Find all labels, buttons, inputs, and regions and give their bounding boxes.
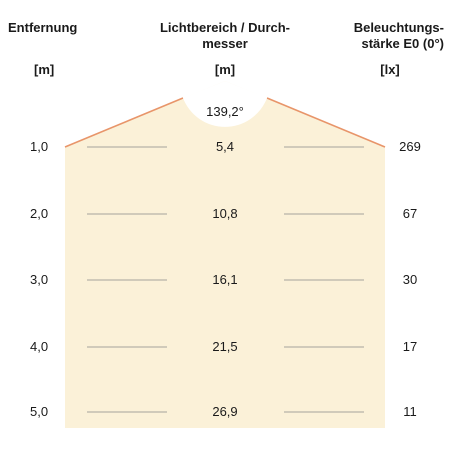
diameter-title-line1: Lichtbereich / Durch-	[159, 20, 291, 35]
illuminance-value: 17	[402, 339, 418, 354]
illuminance-title-line1: Beleuchtungs-	[353, 20, 444, 35]
diameter-value: 21,5	[212, 339, 238, 354]
beam-angle-label: 139,2°	[206, 104, 244, 119]
cone-edge-right	[266, 97, 386, 148]
distance-value: 3,0	[30, 272, 49, 287]
distance-value: 2,0	[30, 206, 49, 221]
illuminance-value: 269	[399, 139, 421, 154]
distance-title: Entfernung	[8, 20, 78, 35]
diameter-title-line2: messer	[202, 36, 248, 51]
illuminance-value: 11	[403, 404, 417, 419]
illuminance-unit: [lx]	[380, 62, 400, 77]
cone-edge-left	[64, 97, 184, 148]
diameter-value: 5,4	[215, 139, 235, 154]
diameter-unit: [m]	[214, 62, 236, 77]
illuminance-value: 67	[402, 206, 418, 221]
light-cone-area	[65, 81, 385, 428]
illuminance-title-line2: stärke E0 (0°)	[361, 36, 444, 51]
distance-header: Entfernung	[8, 20, 98, 36]
diameter-value: 26,9	[212, 404, 238, 419]
distance-value: 1,0	[30, 139, 49, 154]
row-lines	[87, 146, 364, 413]
illuminance-header: Beleuchtungs- stärke E0 (0°)	[320, 20, 444, 52]
diameter-value: 16,1	[212, 272, 238, 287]
illuminance-value: 30	[402, 272, 418, 287]
diameter-header: Lichtbereich / Durch- messer	[140, 20, 310, 52]
distance-value: 4,0	[30, 339, 49, 354]
distance-value: 5,0	[30, 404, 49, 419]
diameter-value: 10,8	[212, 206, 238, 221]
distance-unit: [m]	[34, 62, 55, 77]
beam-angle-arc	[183, 81, 267, 127]
